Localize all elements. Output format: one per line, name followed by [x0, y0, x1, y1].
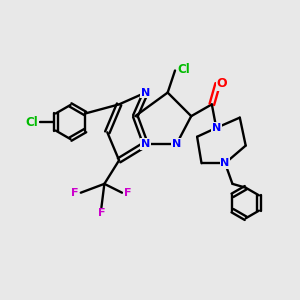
Text: F: F	[71, 188, 79, 198]
Text: O: O	[217, 77, 227, 90]
Text: F: F	[124, 188, 132, 198]
Text: N: N	[172, 139, 181, 149]
Text: F: F	[98, 208, 105, 218]
Text: N: N	[141, 139, 150, 149]
Text: N: N	[212, 123, 221, 133]
Text: Cl: Cl	[178, 62, 190, 76]
Text: N: N	[141, 88, 150, 98]
Text: N: N	[220, 158, 230, 168]
Text: Cl: Cl	[25, 116, 38, 128]
